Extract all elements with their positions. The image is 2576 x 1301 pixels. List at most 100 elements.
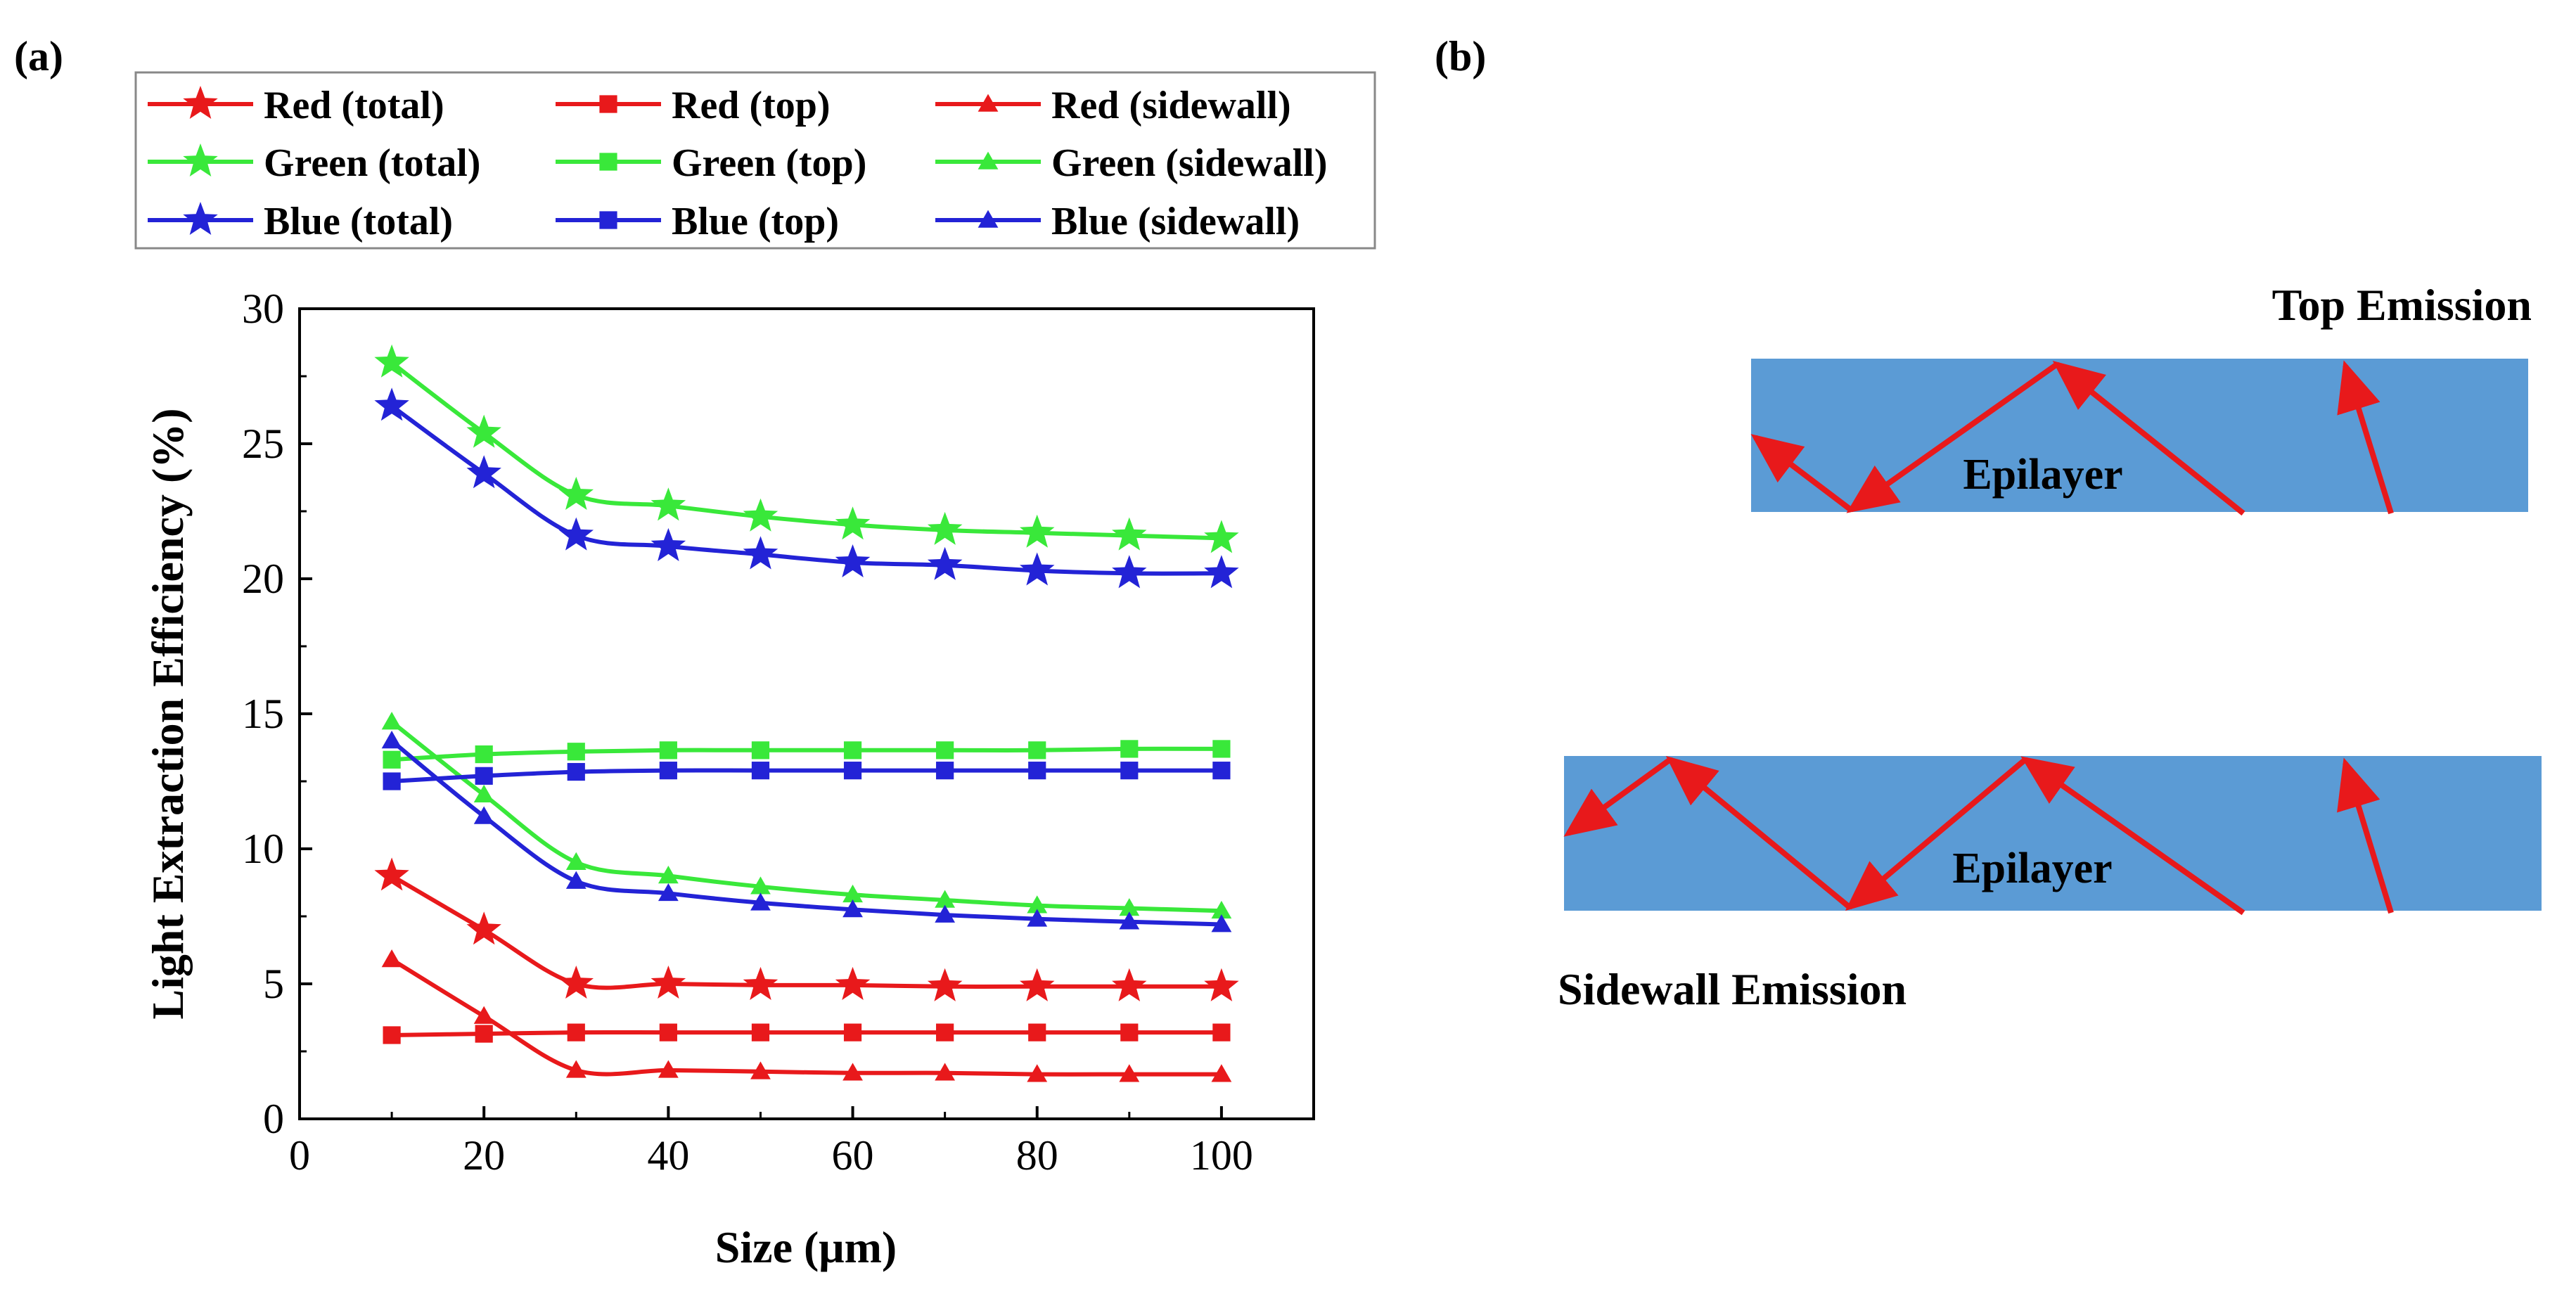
series-line — [390, 361, 1222, 541]
legend-marker — [183, 143, 218, 177]
legend-marker — [183, 202, 218, 235]
legend-marker — [183, 86, 218, 119]
data-point — [475, 745, 493, 764]
data-point — [1112, 555, 1147, 589]
side-ray-escape — [2337, 757, 2394, 914]
series-blue-top — [383, 762, 1231, 790]
epilayer-top — [1751, 359, 2528, 512]
data-point — [835, 544, 871, 577]
data-point — [1204, 968, 1239, 1001]
data-point — [843, 762, 862, 780]
legend-item: Red (total) — [148, 84, 444, 127]
series-line — [390, 957, 1222, 1077]
data-point — [1028, 1023, 1046, 1042]
data-point — [936, 1023, 954, 1042]
series-red-sidewall — [381, 949, 1232, 1082]
data-point — [1027, 895, 1048, 914]
series-line — [390, 873, 1222, 990]
data-point — [927, 511, 963, 545]
panel-label-b: (b) — [1435, 33, 1486, 79]
y-axis-ticks: 0 5 10 15 20 25 30 — [242, 286, 312, 1142]
series-line — [391, 768, 1222, 783]
legend: Red (total) Red (top) Red (sidewall) Green … — [148, 84, 1327, 243]
data-point — [658, 866, 679, 884]
series-line — [390, 720, 1222, 914]
data-point — [1211, 1064, 1232, 1082]
data-point — [473, 806, 494, 824]
data-point — [383, 750, 401, 769]
data-point — [651, 527, 686, 561]
top-ray-1 — [2052, 361, 2245, 516]
data-point — [1112, 968, 1147, 1001]
legend-item: Blue (total) — [148, 200, 453, 243]
data-point — [835, 966, 871, 1000]
data-point — [1020, 552, 1055, 586]
line-chart: Red (total) Red (top) Red (sidewall) Green … — [134, 71, 1376, 1272]
y-tick-label: 20 — [242, 556, 284, 602]
data-point — [1119, 898, 1140, 916]
legend-item: Green (top) — [556, 141, 866, 185]
side-ray-4 — [1563, 757, 1672, 837]
data-point — [1212, 762, 1231, 780]
data-point — [558, 477, 594, 510]
data-point — [843, 1023, 862, 1042]
legend-item: Blue (sidewall) — [935, 200, 1300, 243]
side-ray-3 — [1665, 755, 1852, 910]
series-green-sidewall — [381, 712, 1232, 919]
series-red-top — [383, 1023, 1231, 1044]
data-point — [935, 1063, 956, 1081]
data-point — [1120, 740, 1139, 758]
top-ray-3 — [1750, 434, 1853, 513]
x-tick-label: 0 — [289, 1132, 310, 1179]
x-axis-label: Size (μm) — [715, 1222, 897, 1272]
legend-marker — [978, 151, 999, 169]
data-point — [750, 1061, 771, 1079]
data-point — [750, 876, 771, 895]
data-point — [651, 487, 686, 521]
data-point — [1119, 1064, 1140, 1082]
data-point — [565, 852, 587, 870]
legend-label: Blue (sidewall) — [1051, 200, 1300, 243]
legend-marker — [978, 210, 999, 228]
data-point — [466, 414, 501, 448]
data-point — [475, 767, 493, 785]
side-ray-2 — [1845, 757, 2027, 911]
y-tick-label: 30 — [242, 286, 284, 332]
data-point — [1112, 517, 1147, 551]
data-point — [567, 743, 585, 761]
data-point — [659, 741, 677, 760]
legend-marker — [599, 211, 617, 229]
data-point — [1212, 1023, 1231, 1042]
data-point — [1211, 914, 1232, 933]
legend-label: Green (total) — [264, 141, 480, 185]
data-point — [659, 762, 677, 780]
top-emission-rays — [1750, 360, 2394, 516]
sidewall-emission-rays — [1563, 755, 2394, 916]
data-point — [751, 1023, 770, 1042]
data-point — [1020, 968, 1055, 1001]
top-ray-2 — [1846, 361, 2059, 513]
data-point — [936, 762, 954, 780]
top-ray-escape — [2337, 360, 2394, 515]
data-point — [927, 546, 963, 580]
series-line — [391, 746, 1222, 762]
epilayer-bottom-label: Epilayer — [1952, 845, 2112, 892]
data-point — [936, 741, 954, 760]
data-point — [558, 517, 594, 551]
data-point — [1028, 762, 1046, 780]
data-point — [751, 762, 770, 780]
data-point — [1120, 762, 1139, 780]
data-point — [927, 968, 963, 1001]
data-point — [842, 899, 863, 918]
data-point — [658, 883, 679, 902]
data-point — [381, 712, 402, 730]
series-blue-total — [374, 387, 1239, 589]
y-tick-label: 10 — [242, 826, 284, 872]
data-point — [466, 455, 501, 489]
data-point — [1120, 1023, 1139, 1042]
data-point — [567, 1023, 585, 1042]
epilayer-top-label: Epilayer — [1963, 451, 2122, 499]
data-point — [1204, 555, 1239, 589]
data-point — [842, 1063, 863, 1081]
chart-series — [374, 344, 1239, 1082]
